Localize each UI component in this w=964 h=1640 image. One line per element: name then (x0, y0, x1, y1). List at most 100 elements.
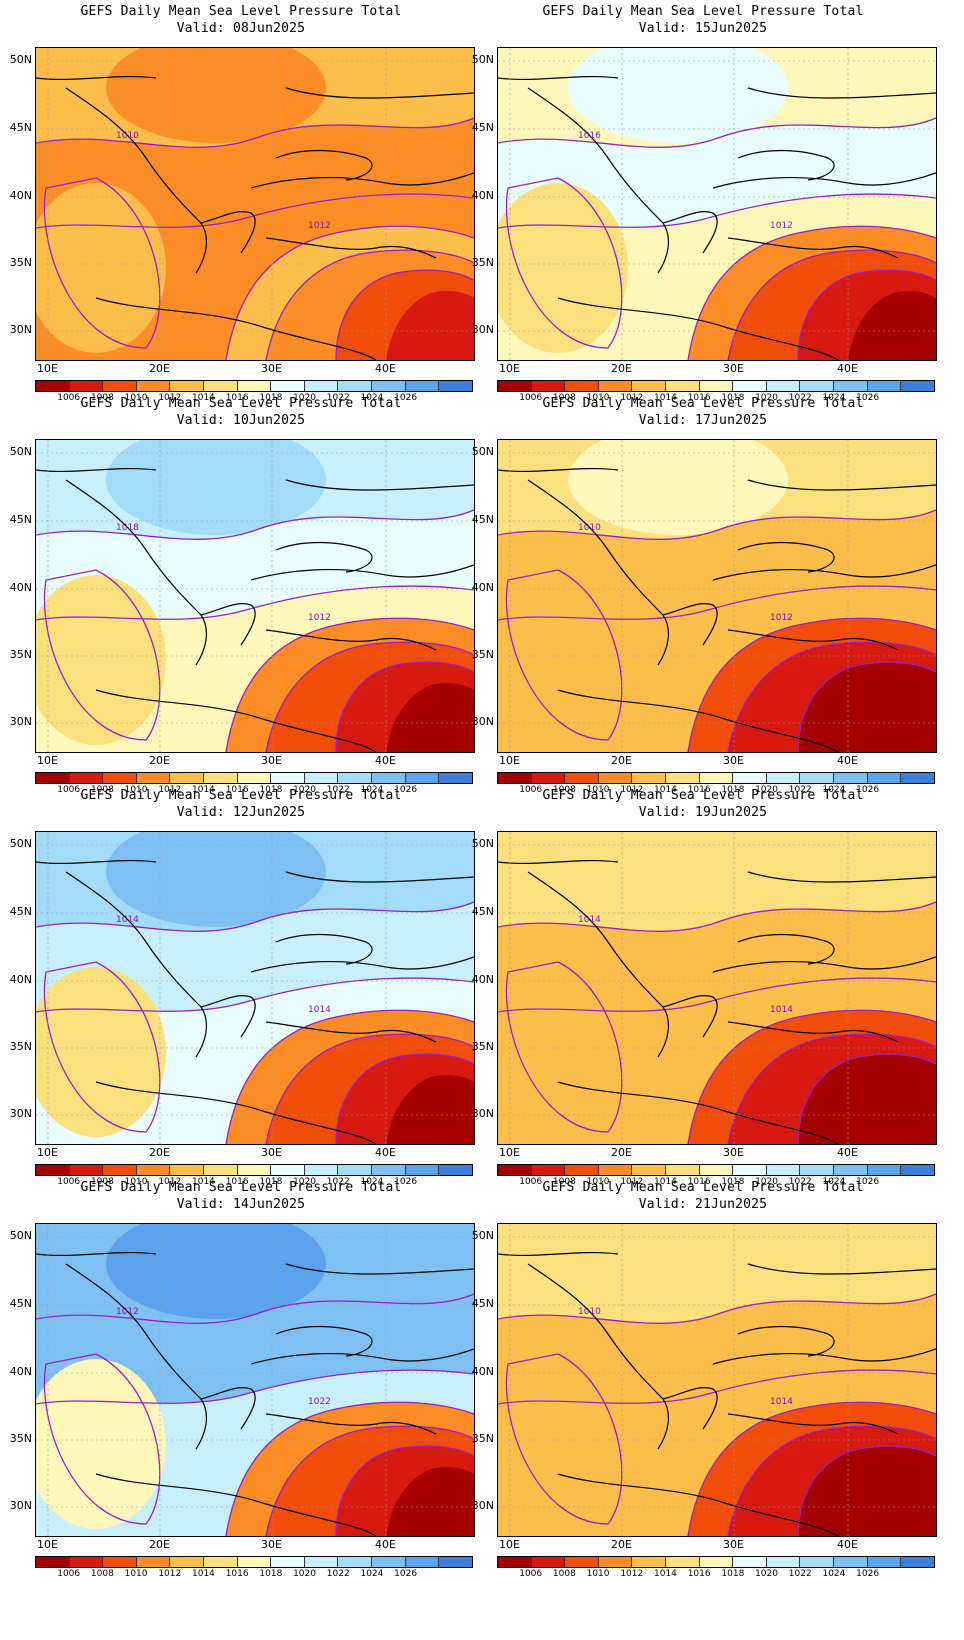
isobar (797, 661, 936, 752)
colorbar-swatch (498, 773, 532, 783)
colorbar-swatch (439, 381, 472, 391)
colorbar-label: 1022 (326, 1569, 350, 1579)
colorbar (35, 380, 473, 392)
pressure-field: 1012 1018 (36, 440, 474, 752)
coastline (265, 1413, 437, 1435)
colorbar-swatch (666, 1557, 700, 1567)
lon-label: 10E (499, 754, 520, 767)
high-pressure-centre (106, 440, 326, 535)
coastline (95, 297, 377, 360)
panel-title: GEFS Daily Mean Sea Level Pressure Total (80, 4, 402, 19)
lon-label: 40E (375, 1538, 396, 1551)
lon-label: 30E (723, 1538, 744, 1551)
colorbar-label: 1024 (822, 1569, 846, 1579)
isobar (687, 225, 936, 360)
lat-label: 30N (471, 323, 494, 336)
isobar-label: 1014 (770, 1005, 793, 1015)
colorbar-label: 1022 (788, 1177, 812, 1187)
field-band (36, 902, 474, 1012)
map-panel: GEFS Daily Mean Sea Level Pressure Total… (462, 1176, 944, 1586)
colorbar-swatch (699, 381, 734, 391)
colorbar-swatch (103, 1557, 137, 1567)
colorbar-swatch (531, 1165, 566, 1175)
panel-title: GEFS Daily Mean Sea Level Pressure Total (80, 788, 402, 803)
coastline (275, 933, 373, 965)
colorbar-label: 1016 (687, 1569, 711, 1579)
colorbar-swatch (632, 773, 667, 783)
colorbar-swatch (733, 773, 767, 783)
colorbar-label: 1020 (755, 785, 778, 795)
colorbar-swatch (69, 773, 104, 783)
field-band (36, 510, 474, 620)
colorbar-label: 1012 (158, 785, 182, 795)
lat-label: 50N (471, 53, 494, 66)
coastline (265, 237, 437, 259)
high-pressure-centre (106, 832, 326, 927)
colorbar-swatch (666, 1165, 700, 1175)
coastline (557, 297, 839, 360)
colorbar-swatch (800, 381, 835, 391)
lon-label: 20E (149, 1146, 170, 1159)
colorbar-label: 1018 (259, 785, 283, 795)
colorbar-label: 1014 (192, 1177, 215, 1187)
isobar (43, 961, 161, 1133)
map-panel: GEFS Daily Mean Sea Level Pressure Total… (462, 392, 944, 802)
field-band (498, 902, 936, 1012)
colorbar-swatch (666, 381, 700, 391)
colorbar (497, 772, 935, 784)
coastline (737, 541, 835, 573)
colorbar-swatch (338, 773, 373, 783)
coastline (662, 211, 718, 254)
colorbar-label: 1020 (755, 1177, 778, 1187)
colorbar-swatch (405, 381, 440, 391)
field-band (498, 118, 936, 228)
lon-label: 10E (499, 1538, 520, 1551)
pressure-field: 1014 1014 (498, 832, 936, 1144)
colorbar-label: 1006 (519, 785, 543, 795)
low-pressure-centre (848, 290, 936, 360)
lat-label: 30N (471, 1499, 494, 1512)
lat-label: 45N (9, 121, 32, 134)
lon-label: 20E (611, 1538, 632, 1551)
isobar (265, 1425, 474, 1536)
colorbar-label: 1026 (856, 1569, 880, 1579)
isobar-label: 1014 (116, 915, 139, 925)
coastline (65, 871, 208, 1058)
isobar (687, 617, 936, 752)
isobar-label: 1010 (578, 523, 601, 533)
colorbar-label: 1012 (620, 785, 644, 795)
colorbar-label: 1008 (90, 393, 114, 403)
isobar-label: 1010 (116, 131, 139, 141)
colorbar-swatch (204, 773, 238, 783)
lat-label: 45N (9, 513, 32, 526)
lat-label: 50N (471, 445, 494, 458)
colorbar (35, 1164, 473, 1176)
colorbar-label: 1020 (755, 393, 778, 403)
colorbar-label: 1008 (90, 785, 114, 795)
colorbar-label: 1010 (124, 785, 148, 795)
colorbar-swatch (834, 1165, 868, 1175)
panel-title: GEFS Daily Mean Sea Level Pressure Total (542, 396, 864, 411)
colorbar-swatch (170, 1557, 205, 1567)
pressure-map: 1014 1014 (497, 831, 937, 1145)
colorbar-label: 1016 (225, 785, 249, 795)
colorbar-label: 1024 (360, 1569, 384, 1579)
colorbar-swatch (598, 1557, 633, 1567)
pressure-map: 1012 1016 (497, 47, 937, 361)
colorbar-label: 1016 (687, 393, 711, 403)
lat-label: 40N (9, 189, 32, 202)
coastline (727, 1021, 899, 1043)
lat-label: 35N (471, 648, 494, 661)
colorbar-label: 1010 (586, 785, 610, 795)
high-pressure-centre (568, 1224, 788, 1319)
high-pressure-centre (106, 1224, 326, 1319)
colorbar-label: 1010 (586, 393, 610, 403)
colorbar-label: 1026 (394, 1177, 418, 1187)
isobar (797, 1445, 936, 1536)
colorbar-label: 1026 (856, 1177, 880, 1187)
colorbar-label: 1026 (394, 393, 418, 403)
lon-label: 20E (611, 754, 632, 767)
high-pressure-centre (568, 440, 788, 535)
colorbar-swatch (136, 773, 171, 783)
colorbar-swatch (867, 1557, 902, 1567)
